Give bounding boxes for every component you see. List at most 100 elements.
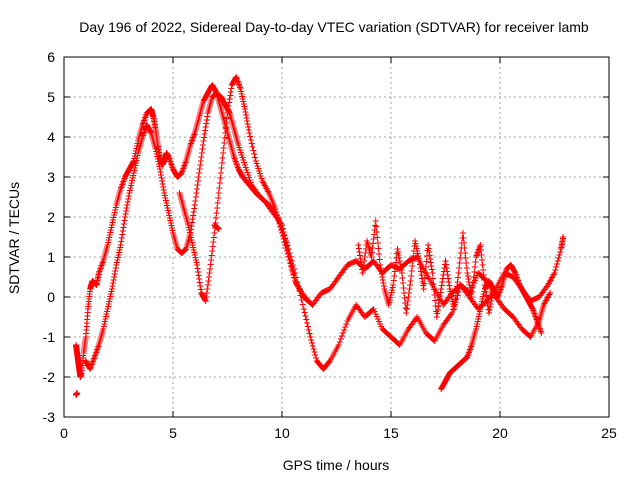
data-point	[361, 258, 368, 264]
data-point	[433, 314, 440, 320]
data-point	[421, 280, 428, 287]
data-point	[355, 245, 362, 252]
data-point	[403, 310, 410, 316]
data-point	[273, 209, 280, 215]
data-point	[394, 246, 401, 252]
data-point	[200, 138, 207, 144]
data-point	[278, 227, 285, 233]
data-point	[404, 298, 411, 304]
data-point	[194, 182, 201, 188]
data-point	[460, 235, 467, 241]
data-point	[288, 266, 295, 272]
y-tick-label: -1	[43, 329, 56, 345]
data-point	[299, 301, 306, 308]
data-point	[370, 236, 377, 242]
data-point	[477, 247, 484, 253]
data-point	[304, 323, 311, 330]
data-point	[375, 245, 382, 252]
data-point	[372, 222, 379, 229]
data-point	[195, 269, 202, 275]
data-point	[379, 277, 386, 283]
data-point	[225, 103, 232, 109]
data-point	[547, 290, 554, 296]
data-point	[342, 324, 349, 330]
data-point	[408, 268, 415, 274]
data-point	[220, 145, 227, 151]
data-point	[451, 306, 458, 312]
data-point	[227, 89, 234, 95]
data-point	[426, 249, 433, 255]
y-tick-label: 1	[47, 249, 55, 265]
data-point	[436, 296, 443, 303]
data-point	[418, 272, 425, 278]
data-point	[279, 230, 285, 236]
data-point	[216, 180, 223, 186]
series-track-f	[72, 390, 81, 398]
data-point	[465, 276, 472, 282]
data-point	[456, 260, 463, 266]
data-point	[118, 235, 125, 241]
data-point	[274, 215, 281, 221]
data-point	[159, 181, 166, 187]
data-marks	[72, 74, 567, 398]
data-point	[195, 174, 202, 180]
y-tick-label: 5	[47, 89, 55, 105]
data-point	[313, 355, 320, 361]
data-point	[244, 121, 251, 127]
data-point	[216, 185, 223, 191]
data-point	[120, 224, 127, 231]
data-point	[438, 282, 445, 289]
data-point	[125, 193, 132, 199]
data-point	[286, 257, 293, 263]
data-point	[417, 268, 424, 275]
data-point	[112, 265, 119, 271]
data-point	[251, 151, 258, 157]
data-point	[190, 212, 197, 219]
data-point	[427, 259, 434, 266]
data-point	[336, 339, 343, 345]
data-point	[147, 129, 154, 135]
data-point	[277, 224, 284, 230]
data-point	[439, 275, 446, 282]
data-point	[338, 333, 345, 339]
data-point	[226, 99, 233, 106]
data-point	[189, 216, 196, 222]
data-point	[373, 223, 380, 230]
data-point	[160, 184, 167, 190]
data-point	[408, 273, 415, 279]
data-point	[461, 245, 468, 251]
y-tick-label: -3	[43, 409, 56, 425]
data-point	[480, 272, 487, 278]
data-point	[403, 306, 410, 312]
data-point	[247, 133, 254, 140]
data-point	[194, 265, 201, 272]
data-point	[554, 258, 561, 264]
data-point	[205, 274, 212, 280]
data-point	[464, 273, 471, 279]
data-point	[157, 169, 164, 175]
data-point	[359, 270, 366, 276]
data-point	[215, 190, 222, 196]
data-point	[461, 240, 468, 246]
data-point	[192, 198, 199, 204]
data-point	[356, 252, 363, 259]
data-point	[158, 172, 165, 178]
data-point	[191, 205, 198, 212]
x-tick-label: 15	[383, 425, 399, 441]
data-point	[479, 262, 486, 268]
data-point	[214, 200, 221, 206]
data-point	[302, 313, 309, 319]
data-point	[290, 272, 297, 278]
data-point	[487, 304, 494, 310]
data-point	[275, 218, 282, 224]
data-point	[466, 282, 473, 288]
data-point	[372, 218, 379, 224]
data-point	[335, 342, 342, 348]
data-point	[304, 320, 311, 326]
data-point	[190, 209, 197, 215]
data-point	[287, 260, 294, 266]
data-point	[250, 147, 257, 154]
data-point	[373, 229, 380, 235]
data-point	[470, 279, 477, 285]
